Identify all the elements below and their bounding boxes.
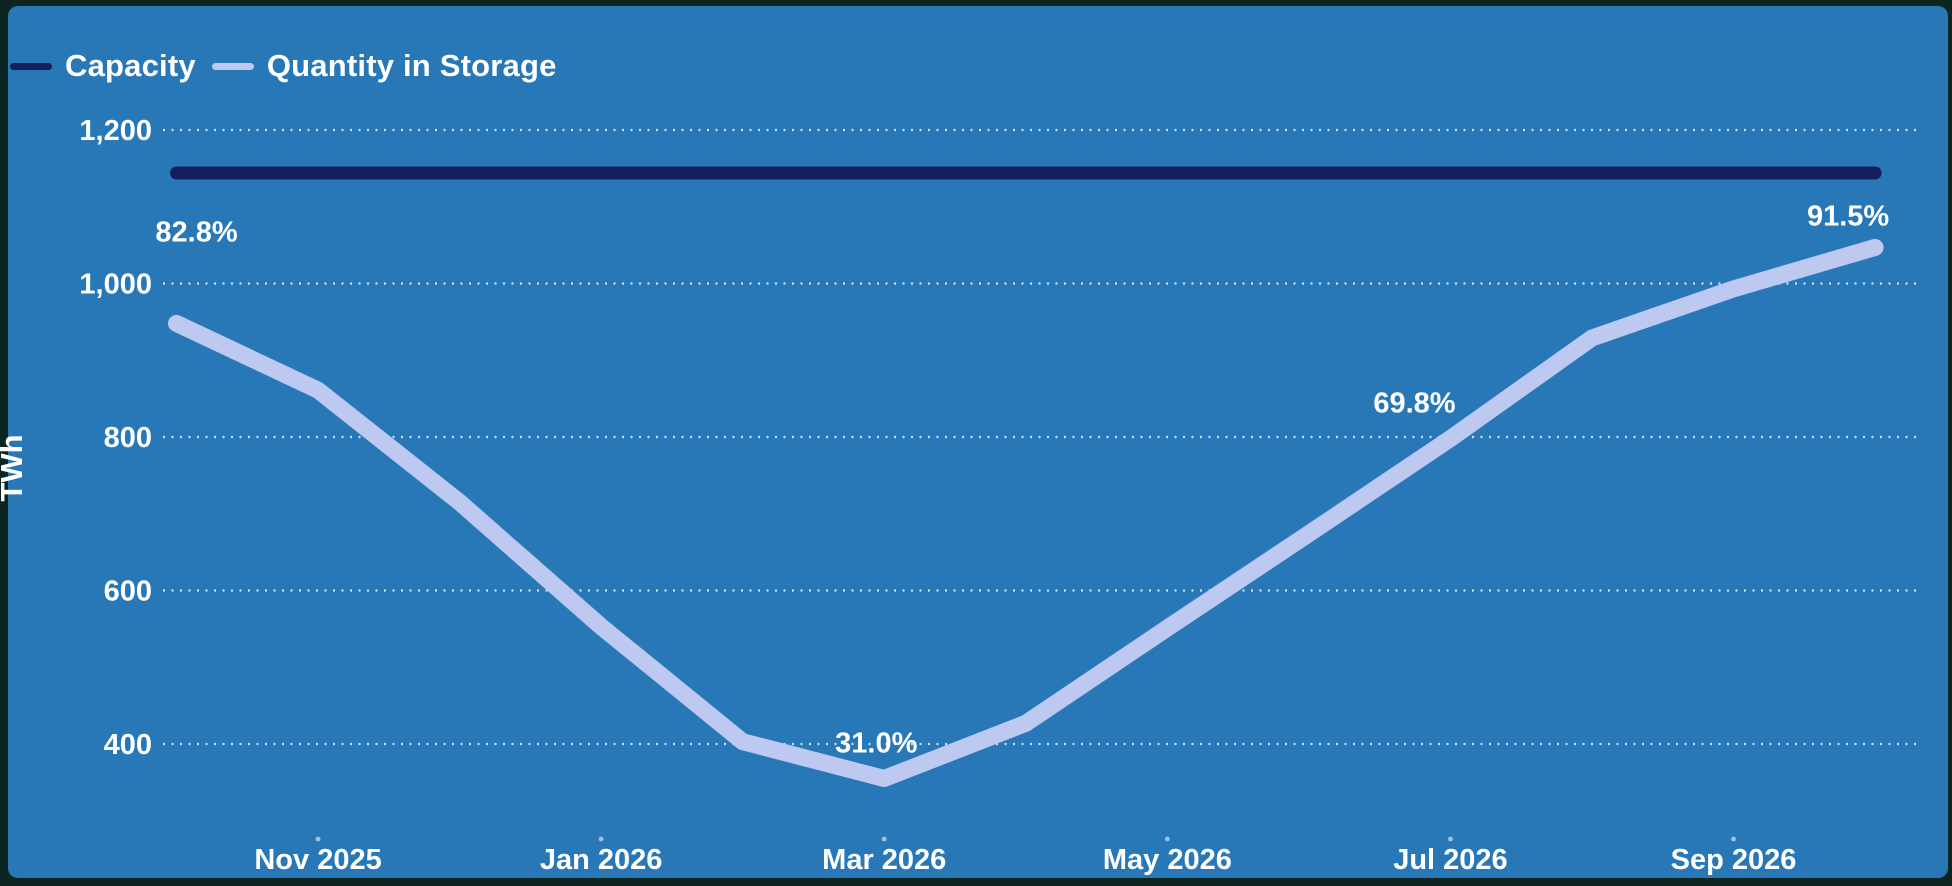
x-tick-mark (315, 836, 321, 842)
storage-line-swatch (211, 62, 254, 70)
y-tick-label: 600 (104, 576, 152, 608)
data-label-69.8%: 69.8% (1373, 388, 1455, 420)
y-tick-label: 800 (104, 422, 152, 454)
legend-label-capacity: Capacity (65, 48, 196, 83)
x-tick-label: Nov 2025 (254, 844, 381, 876)
legend-item-quantity-in-storage: Quantity in Storage (211, 48, 557, 84)
y-tick-label: 1,200 (79, 115, 152, 147)
data-label-82.8%: 82.8% (155, 216, 237, 248)
x-tick-label: Sep 2026 (1671, 844, 1797, 876)
chart-background-panel (8, 6, 1948, 878)
x-tick-mark (881, 836, 887, 842)
data-label-31.0%: 31.0% (835, 728, 917, 760)
x-tick-label: Jul 2026 (1393, 844, 1507, 876)
x-tick-mark (1448, 836, 1453, 842)
x-tick-label: Mar 2026 (822, 844, 946, 876)
y-tick-label: 400 (104, 729, 152, 761)
capacity-line-swatch (10, 62, 52, 70)
legend-item-capacity: Capacity (10, 48, 196, 84)
x-tick-mark (1164, 836, 1170, 842)
x-tick-label: May 2026 (1103, 844, 1232, 876)
quantity-in-storage-line (168, 238, 1884, 788)
data-label-91.5%: 91.5% (1807, 200, 1889, 232)
legend-label-quantity-in-storage: Quantity in Storage (266, 48, 557, 83)
y-axis-title: TWh (0, 434, 29, 501)
x-tick-mark (1731, 836, 1736, 842)
x-tick-mark (598, 836, 604, 842)
y-tick-label: 1,000 (79, 269, 152, 301)
x-tick-label: Jan 2026 (540, 844, 663, 876)
legend: Capacity Quantity in Storage (10, 48, 557, 84)
